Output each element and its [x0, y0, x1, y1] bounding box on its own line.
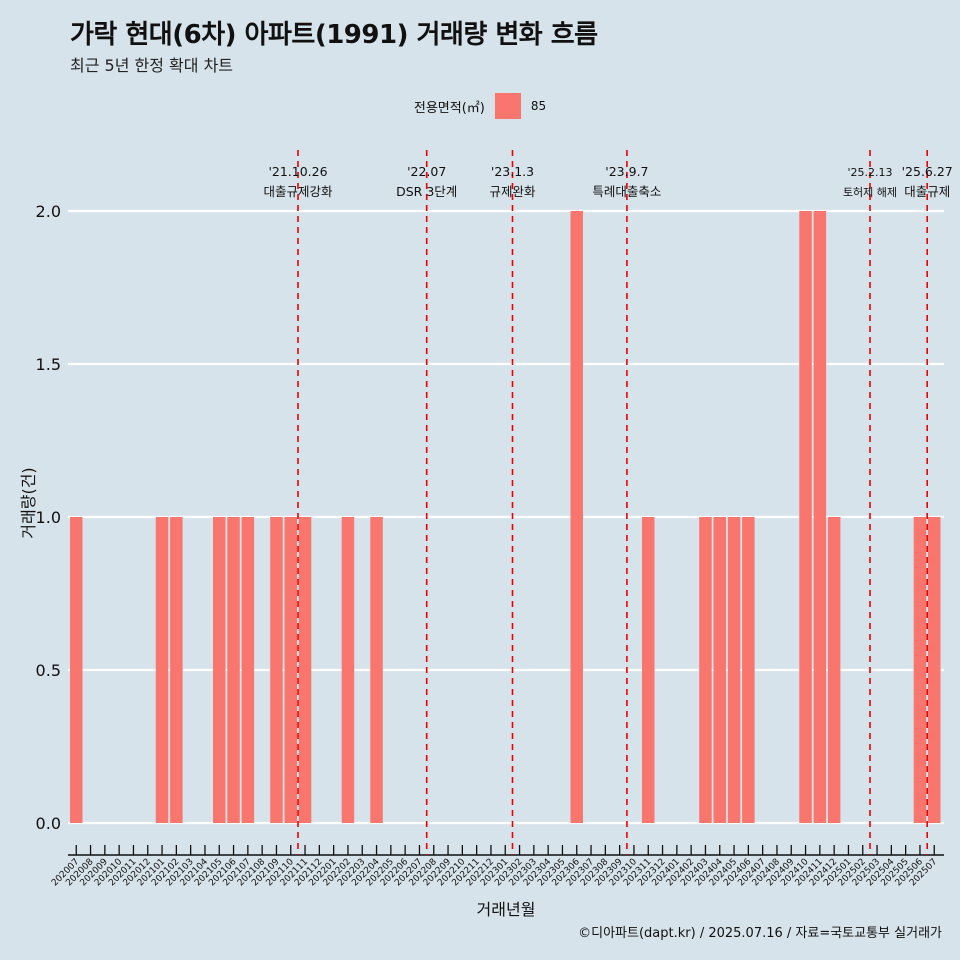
bar [699, 517, 712, 823]
chart-title: 가락 현대(6차) 아파트(1991) 거래량 변화 흐름 [70, 20, 598, 50]
chart-subtitle: 최근 5년 한정 확대 차트 [70, 56, 234, 75]
event-date-label: '23.1.3 [491, 164, 534, 179]
legend-title: 전용면적(㎡) [413, 100, 485, 116]
bar [341, 517, 355, 823]
bar [742, 517, 755, 823]
event-name-label: 대출규제강화 [263, 184, 333, 199]
y-tick-label: 2.0 [36, 202, 61, 221]
bar [170, 517, 183, 823]
y-tick-label: 0.5 [36, 661, 61, 680]
bar [155, 517, 169, 823]
event-date-label: '21.10.26 [268, 164, 327, 179]
bar [284, 517, 297, 823]
bar [913, 517, 927, 823]
event-name-label: 토허제 해제 [843, 185, 897, 199]
bar [827, 517, 841, 823]
event-date-label: '22.07 [407, 164, 446, 179]
event-date-label: '25.2.13 [847, 166, 892, 179]
x-axis-title: 거래년월 [477, 900, 536, 919]
y-tick-label: 0.0 [36, 814, 61, 833]
legend-entry-label: 85 [530, 99, 547, 113]
event-date-label: '23.9.7 [605, 164, 648, 179]
bar [727, 517, 741, 823]
legend: 전용면적(㎡) 85 [0, 93, 960, 119]
event-name-label: DSR 3단계 [396, 184, 457, 199]
bar [928, 517, 941, 823]
bar [227, 517, 240, 823]
bar [370, 517, 383, 823]
bar [799, 211, 812, 823]
y-axis-title: 거래량(건) [19, 467, 38, 538]
y-tick-label: 1.0 [36, 508, 61, 527]
event-name-label: 특례대출축소 [592, 184, 661, 199]
event-name-label: 규제완화 [489, 184, 536, 199]
bar [270, 517, 283, 823]
bar [298, 517, 312, 823]
legend-swatch [494, 93, 521, 119]
bar [241, 517, 255, 823]
bar [642, 517, 655, 823]
bar [570, 211, 583, 823]
y-tick-label: 1.5 [36, 355, 61, 374]
bar [813, 211, 827, 823]
event-name-label: 대출규제 [904, 184, 950, 199]
bar [713, 517, 726, 823]
source-caption: ©디아파트(dapt.kr) / 2025.07.16 / 자료=국토교통부 실… [578, 926, 942, 941]
bar [213, 517, 226, 823]
bar [70, 517, 83, 823]
event-date-label: '25.6.27 [902, 164, 953, 179]
